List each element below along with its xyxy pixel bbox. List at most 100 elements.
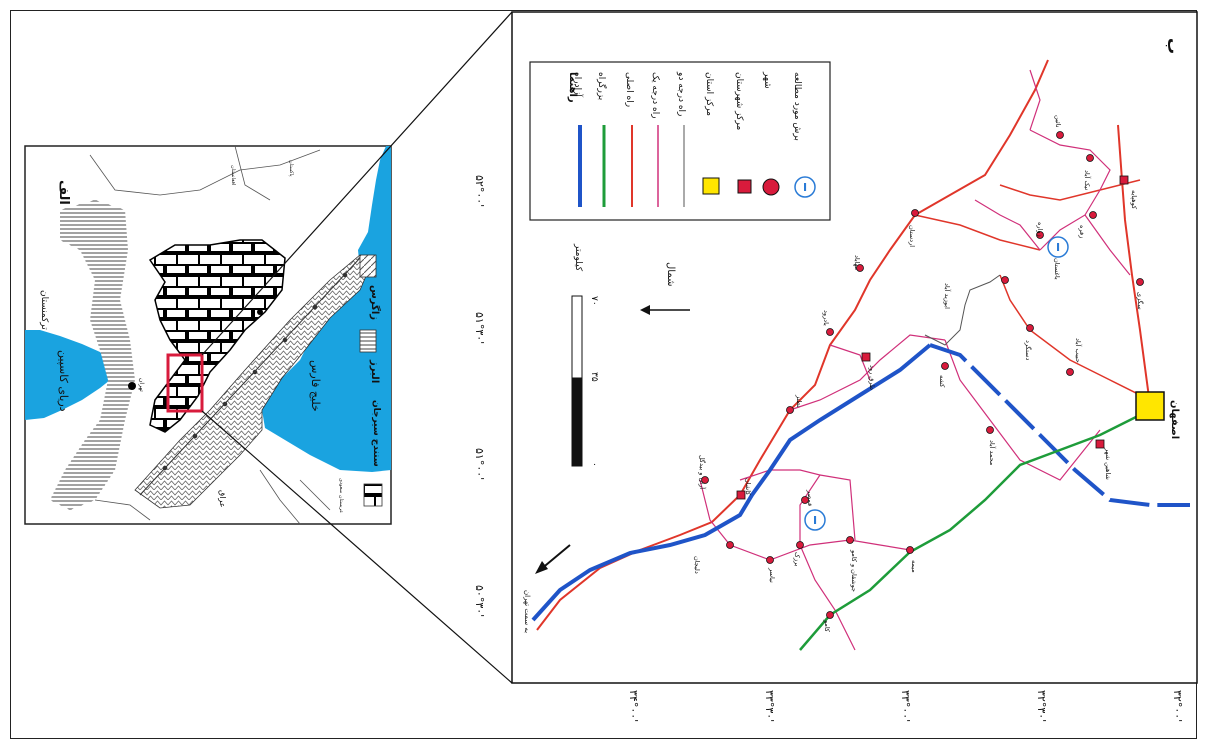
border-lines xyxy=(89,145,331,525)
connector-top xyxy=(201,11,513,356)
road-main-isfahan-kuhpayeh xyxy=(999,274,1151,401)
label-caspian: دریای کاسپین xyxy=(57,350,70,412)
legend-row-city: شهر xyxy=(762,71,780,196)
north-arrow: شمال xyxy=(640,262,690,315)
legend-province-label: مرکز استان xyxy=(704,72,714,116)
label-tarq: طرق رود xyxy=(868,365,876,390)
legend-row-second-road: راه درجه دو xyxy=(676,71,686,207)
highway-isfahan-meymeh xyxy=(799,413,1141,651)
label-zefreh: زفره xyxy=(1078,225,1086,238)
label-aran-bidgol: آران و بیدگل xyxy=(698,455,707,490)
central-iran-zone xyxy=(148,239,286,433)
scale-tick-70: ۷۰ xyxy=(589,296,599,306)
legend-row-county-center: مرکز شهرستان xyxy=(734,72,752,194)
legend-first-road-label: راه درجه یک xyxy=(650,72,660,119)
lat-label-32-30: ۳۲°۳۰' xyxy=(1035,690,1048,722)
city-markers xyxy=(701,131,1144,619)
label-badroud: بادرود xyxy=(822,310,830,326)
label-afghanistan: افغانستان xyxy=(230,165,236,185)
north-label: شمال xyxy=(665,262,676,286)
lat-label-33-30: ۳۳°۳۰' xyxy=(763,690,776,722)
road-pink-8 xyxy=(974,199,1041,251)
road-pink-3 xyxy=(819,474,856,541)
road-pink-2 xyxy=(699,479,911,561)
legend-section-swatch xyxy=(794,176,816,198)
label-mohammadabad: محمد آباد xyxy=(988,440,997,465)
legend-city-label: شهر xyxy=(762,71,772,89)
legend-row-highway: بزرگراه xyxy=(596,72,608,207)
road-main-isfahan-north xyxy=(1117,124,1151,406)
legend-alborz-swatch xyxy=(359,329,377,353)
city-dot xyxy=(257,309,263,315)
label-abuzeydabad: ابوزید آباد xyxy=(943,283,952,309)
latitude-labels: ۳۴°۰۰' ۳۳°۳۰' ۳۳°۰۰' ۳۲°۳۰' ۳۲°۰۰' xyxy=(627,690,1184,722)
scale-tick-0: ۰ xyxy=(589,462,599,467)
legend-county-swatch xyxy=(737,179,752,194)
label-shahinshahr: شاهین شهر xyxy=(1104,447,1112,480)
lon-label-52: ۵۲°۰۰' xyxy=(473,175,486,207)
road-pink-10 xyxy=(1029,69,1041,131)
label-ardestan: اردستان xyxy=(908,225,916,247)
label-tehran: تهران xyxy=(138,378,145,392)
lon-label-50-30: ۵۰°۳۰' xyxy=(473,585,486,617)
road-gray-1 xyxy=(924,274,1001,346)
legend-row-first-road: راه درجه یک xyxy=(650,72,660,207)
label-joshaqan: جوشقان و کامو xyxy=(850,549,858,592)
label-turkmenistan: ترکمنستان xyxy=(39,290,49,330)
study-section-1: I xyxy=(804,509,826,531)
inset-legend: زاگرس البرز xyxy=(359,254,382,383)
legend-row-main-road: راه اصلی xyxy=(624,72,634,207)
inset-map: الف ترکمنستان دریای کاسپین تهران خلیج فا… xyxy=(24,145,392,525)
label-niasar: نیاسر xyxy=(768,567,776,583)
lon-label-51: ۵۱°۰۰' xyxy=(473,448,486,480)
legend-highway-label: بزرگراه xyxy=(596,72,608,100)
freeway-tehran-kashan xyxy=(531,343,932,622)
tehran-dot xyxy=(128,382,136,390)
label-dastgerd: دستگرد xyxy=(1024,340,1032,360)
label-persian-gulf: خلیج فارس xyxy=(309,360,322,412)
caspian-sea-water xyxy=(25,330,112,420)
road-pink-4 xyxy=(789,334,946,411)
label-iraq: عراق xyxy=(218,490,227,508)
inset-legend-bottom: سنندج سیرجان xyxy=(363,400,383,507)
zagros-zone xyxy=(134,254,373,509)
label-kesheh: کشه xyxy=(938,375,946,388)
road-pink-5 xyxy=(829,344,871,381)
main-map: ب راهنما آزادراه بزرگراه راه اصلی راه در… xyxy=(511,11,1198,684)
road-main-ardestan xyxy=(914,214,1041,251)
place-labels: آران و بیدگل کاشان نطنز بادرود طرق رود م… xyxy=(693,115,1144,633)
legend-county-label: مرکز شهرستان xyxy=(734,72,744,130)
lon-label-51-30: ۵۱°۳۰' xyxy=(473,312,486,344)
legend-sanandaj-label: سنندج سیرجان xyxy=(371,400,381,467)
label-saudi: عربستان سعودی xyxy=(338,478,344,513)
label-naein: نائین xyxy=(1054,115,1062,128)
lat-label-32: ۳۲°۰۰' xyxy=(1171,690,1184,722)
legend-alborz-label: البرز xyxy=(369,359,380,383)
longitude-labels: ۵۲°۰۰' ۵۱°۳۰' ۵۱°۰۰' ۵۰°۳۰' xyxy=(473,175,486,617)
label-b: ب xyxy=(1164,38,1183,54)
label-alef: الف xyxy=(56,180,71,205)
legend-zagros-swatch xyxy=(359,254,377,278)
section-1-symbol: I xyxy=(813,514,817,527)
study-area-box xyxy=(166,353,204,413)
label-zavareh: زواره xyxy=(1036,222,1044,237)
legend-row-freeway: آزادراه xyxy=(572,72,584,207)
legend-main-road-label: راه اصلی xyxy=(624,72,634,107)
lat-label-34: ۳۴°۰۰' xyxy=(627,690,640,722)
label-baghestan: باغستان xyxy=(1053,258,1061,280)
label-nikabad: نیک آباد xyxy=(1083,170,1092,190)
road-pink-9 xyxy=(1084,214,1131,276)
label-delijan: دلیجان xyxy=(693,556,701,574)
label-pakistan: پاکستان xyxy=(288,160,294,177)
label-kashan: کاشان xyxy=(744,478,752,496)
to-tehran-arrow: به سمت تهران xyxy=(523,544,571,633)
road-main-east xyxy=(999,179,1141,201)
label-sagzi: سگزی xyxy=(1136,292,1144,310)
label-to-tehran: به سمت تهران xyxy=(523,590,531,633)
legend-title: راهنما xyxy=(567,72,578,103)
section-2-symbol: I xyxy=(1056,241,1060,254)
label-mahabad: مهاباد xyxy=(853,255,861,270)
road-pink-7 xyxy=(1029,129,1111,251)
legend-section-symbol: I xyxy=(803,181,807,194)
label-natanz: نطنز xyxy=(795,394,803,408)
